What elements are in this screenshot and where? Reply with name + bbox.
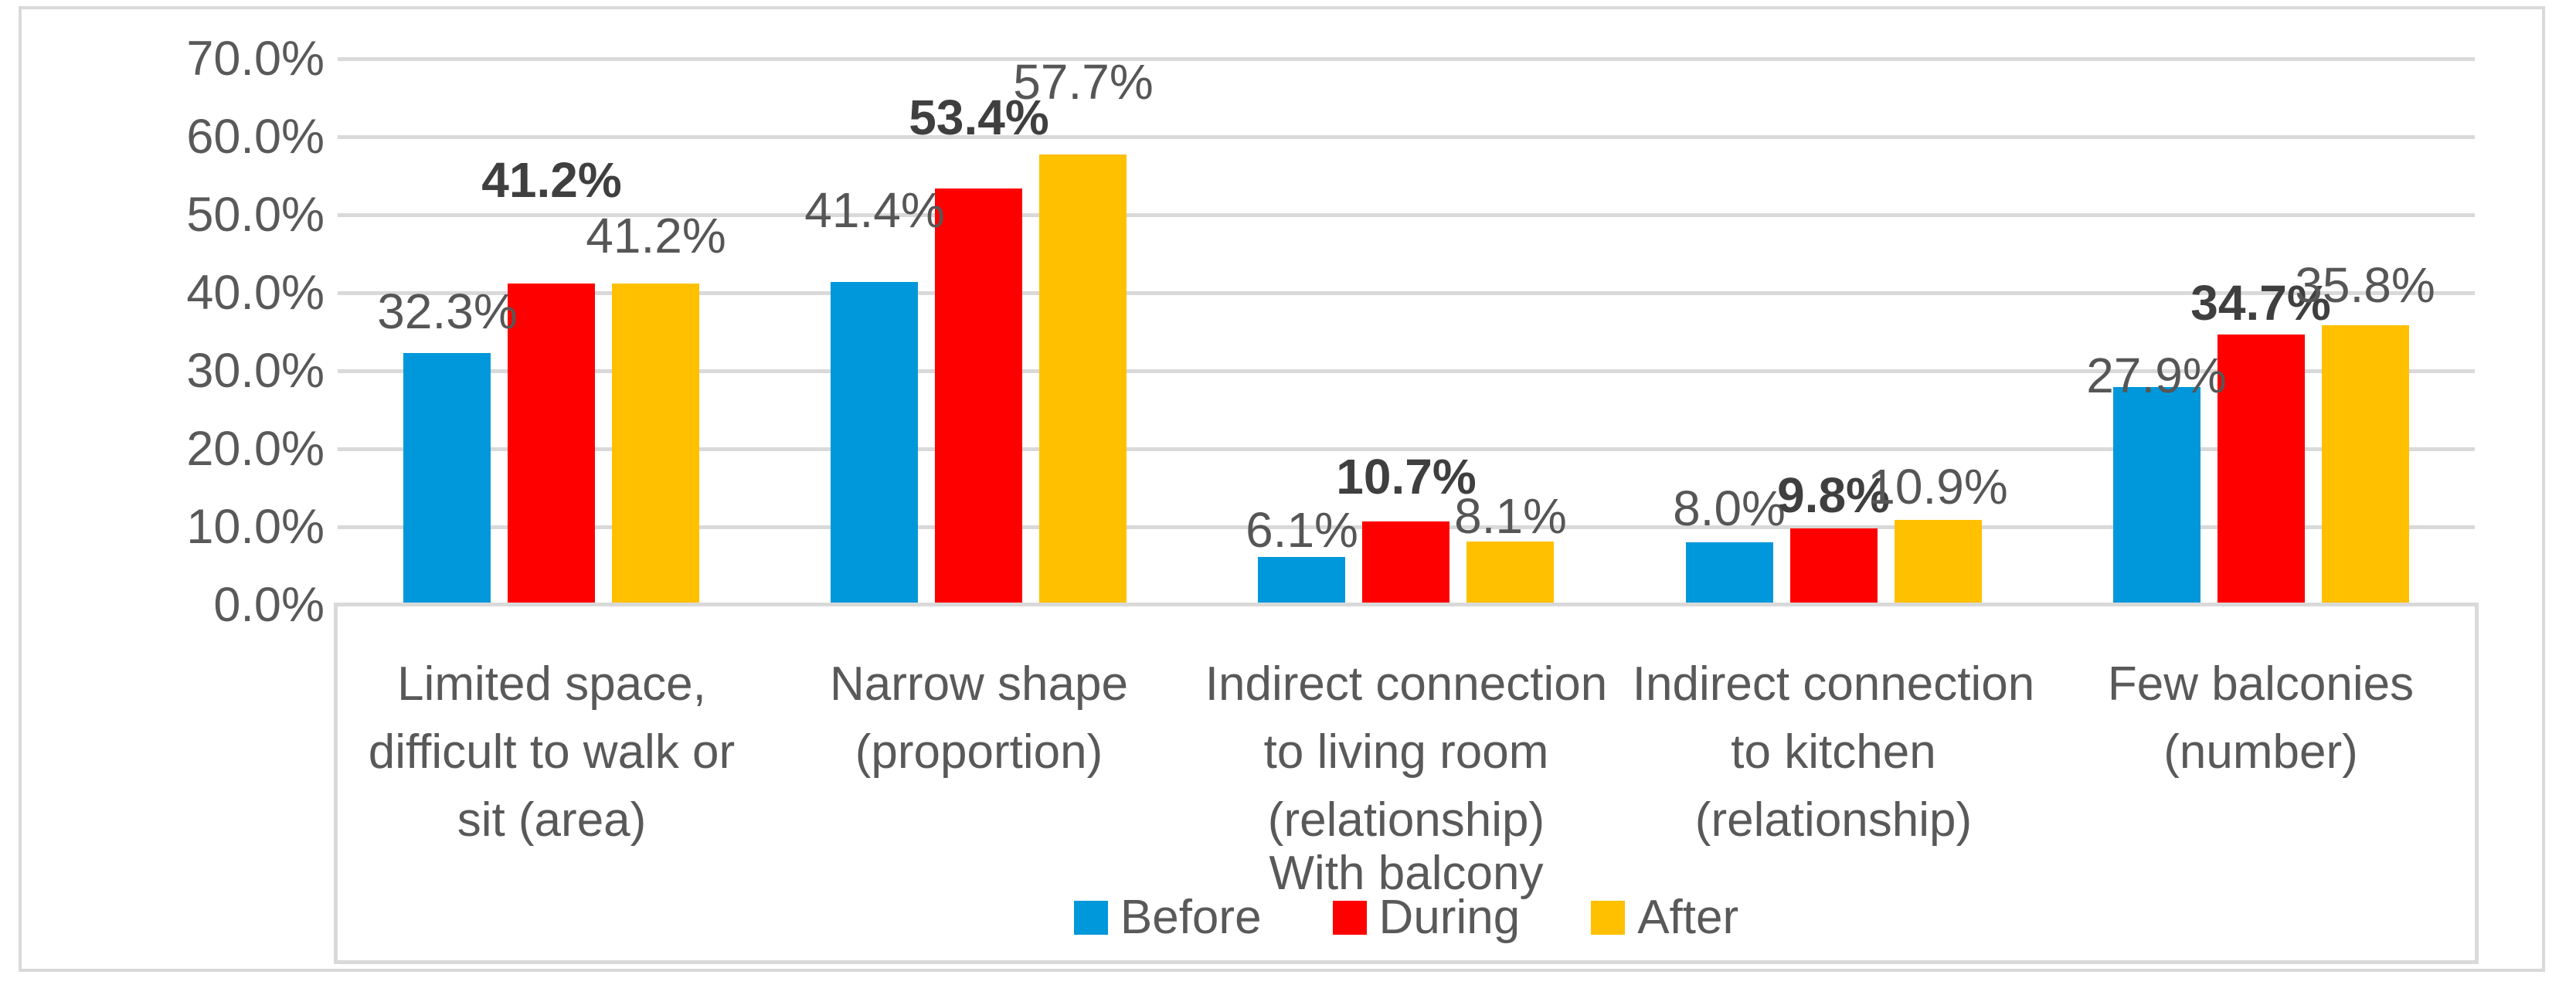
- gridline-60.0%: [338, 135, 2475, 139]
- category-label-1: Limited space, difficult to walk or sit …: [368, 657, 736, 847]
- data-label-before-3: 6.1%: [1246, 502, 1358, 558]
- bar-before-1: [403, 353, 491, 605]
- gridline-40.0%: [338, 291, 2475, 295]
- legend-swatch-during-icon: [1332, 900, 1367, 935]
- bar-before-3: [1258, 557, 1345, 605]
- bar-after-3: [1466, 542, 1554, 605]
- gridline-50.0%: [338, 213, 2475, 217]
- legend-label-during: During: [1378, 891, 1521, 944]
- y-axis-tick-label: 50.0%: [186, 188, 325, 242]
- y-axis-tick-label: 40.0%: [186, 266, 325, 320]
- y-axis-tick-label: 30.0%: [186, 344, 325, 398]
- legend-item-before: Before: [1073, 890, 1262, 945]
- data-label-during-1: 41.2%: [481, 152, 622, 208]
- data-label-after-2: 57.7%: [1013, 54, 1154, 110]
- data-label-during-4: 9.8%: [1777, 467, 1890, 523]
- bar-during-1: [508, 284, 595, 605]
- category-label-5: Few balconies (number): [2107, 657, 2415, 779]
- legend-swatch-after-icon: [1591, 900, 1626, 935]
- data-label-after-3: 8.1%: [1454, 488, 1567, 544]
- data-label-after-1: 41.2%: [586, 208, 726, 263]
- data-label-before-2: 41.4%: [804, 182, 945, 238]
- gridline-30.0%: [338, 369, 2475, 373]
- legend-item-during: During: [1332, 890, 1521, 945]
- y-axis-tick-label: 20.0%: [186, 422, 325, 476]
- bar-during-3: [1362, 521, 1449, 605]
- data-label-before-4: 8.0%: [1673, 481, 1786, 536]
- bar-after-5: [2322, 325, 2409, 605]
- bar-during-4: [1790, 528, 1878, 605]
- bar-during-5: [2217, 334, 2305, 605]
- y-axis-tick-label: 60.0%: [186, 110, 325, 164]
- legend-swatch-before-icon: [1073, 900, 1108, 935]
- data-label-after-4: 10.9%: [1867, 459, 2008, 514]
- data-label-after-5: 35.8%: [2295, 257, 2435, 313]
- gridline-70.0%: [338, 57, 2475, 61]
- bar-before-2: [831, 282, 918, 605]
- legend-label-after: After: [1637, 891, 1739, 944]
- category-label-3: Indirect connection to living room (rela…: [1205, 657, 1608, 847]
- y-axis-tick-label: 0.0%: [213, 578, 325, 632]
- legend-label-before: Before: [1120, 891, 1262, 944]
- bar-after-4: [1895, 520, 1982, 605]
- chart-frame: 0.0% 10.0% 20.0% 30.0% 40.0% 50.0% 60.0% 70.0%: [19, 6, 2545, 972]
- bar-after-1: [612, 284, 699, 605]
- category-label-2: Narrow shape (proportion): [830, 657, 1128, 779]
- bar-before-5: [2113, 387, 2200, 605]
- data-label-before-5: 27.9%: [2086, 348, 2227, 403]
- y-axis-tick-label: 10.0%: [186, 500, 325, 554]
- legend: Before During After: [338, 890, 2475, 945]
- data-label-during-2: 53.4%: [909, 90, 1049, 145]
- bar-during-2: [935, 188, 1022, 605]
- data-label-before-1: 32.3%: [377, 284, 518, 339]
- category-axis-box: [334, 603, 2479, 964]
- category-label-4: Indirect connection to kitchen (relation…: [1632, 657, 2035, 847]
- bar-before-4: [1686, 542, 1773, 605]
- y-axis-tick-label: 70.0%: [186, 32, 325, 86]
- data-label-during-5: 34.7%: [2190, 275, 2331, 331]
- gridline-20.0%: [338, 447, 2475, 451]
- x-axis-title: With balcony: [1269, 847, 1544, 900]
- data-label-during-3: 10.7%: [1336, 449, 1477, 504]
- bar-after-2: [1039, 155, 1127, 605]
- legend-item-after: After: [1591, 890, 1738, 945]
